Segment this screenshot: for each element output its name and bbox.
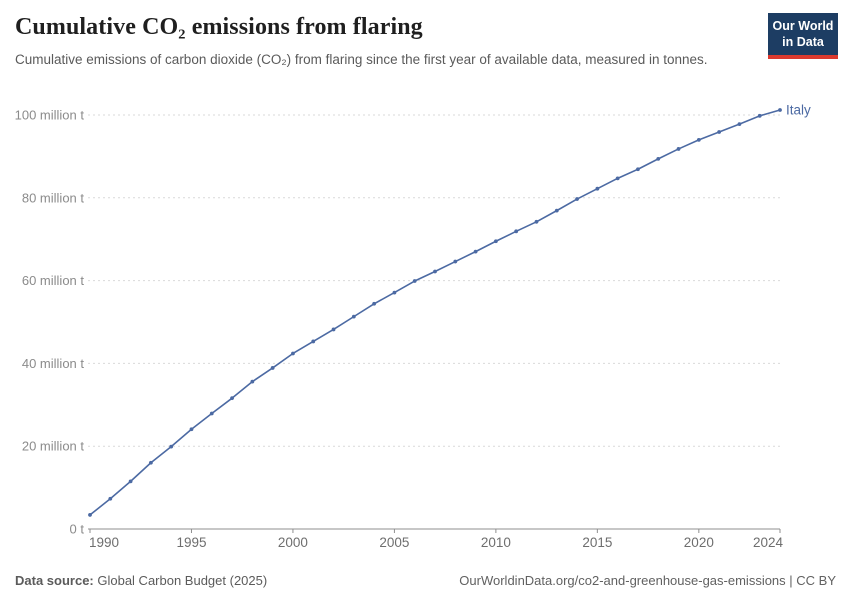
x-axis-tick-label: 2010 <box>481 535 511 550</box>
data-point[interactable] <box>291 351 295 356</box>
data-point[interactable] <box>250 379 255 384</box>
data-point[interactable] <box>514 229 519 234</box>
data-point[interactable] <box>88 513 92 517</box>
owid-logo[interactable]: Our World in Data <box>768 13 838 59</box>
x-axis-tick-label: 2020 <box>684 535 714 550</box>
y-axis-tick-label: 100 million t <box>15 108 85 123</box>
data-point[interactable] <box>778 108 782 112</box>
data-point[interactable] <box>311 339 316 344</box>
data-point[interactable] <box>534 219 539 224</box>
data-point[interactable] <box>108 496 113 501</box>
data-point[interactable] <box>453 259 458 264</box>
data-point[interactable] <box>554 208 559 213</box>
y-axis-tick-label: 80 million t <box>22 190 85 205</box>
data-point[interactable] <box>392 290 397 295</box>
data-point[interactable] <box>737 122 742 127</box>
data-point[interactable] <box>270 366 275 370</box>
chart-header: Cumulative CO₂ emissions from flaring Cu… <box>15 14 750 70</box>
attribution-link[interactable]: OurWorldinData.org/co2-and-greenhouse-ga… <box>459 573 836 588</box>
x-axis-tick-label: 2024 <box>753 535 784 550</box>
x-axis-tick-label: 2000 <box>278 535 308 550</box>
owid-logo-line2: in Data <box>782 35 824 50</box>
data-point[interactable] <box>473 249 478 254</box>
data-point[interactable] <box>372 301 377 306</box>
chart-subtitle: Cumulative emissions of carbon dioxide (… <box>15 52 708 67</box>
data-point[interactable] <box>493 239 498 244</box>
data-point[interactable] <box>433 269 437 274</box>
data-point[interactable] <box>148 460 153 465</box>
line-chart: 0 t 20 million t 40 million t 60 million t 8… <box>15 103 811 550</box>
data-point[interactable] <box>128 479 133 484</box>
series-end-label[interactable]: Italy <box>786 103 811 118</box>
owid-logo-line1: Our World <box>772 19 834 33</box>
data-point[interactable] <box>575 197 579 201</box>
data-point[interactable] <box>331 327 336 332</box>
y-axis-tick-label: 0 t <box>70 522 85 537</box>
data-point[interactable] <box>636 167 640 172</box>
page-title: Cumulative CO₂ emissions from flaring <box>15 14 423 40</box>
data-point[interactable] <box>615 176 620 181</box>
data-point[interactable] <box>412 279 417 283</box>
data-point[interactable] <box>189 427 194 432</box>
series-line[interactable] <box>89 109 781 516</box>
data-point[interactable] <box>230 396 234 401</box>
y-axis-tick-label: 40 million t <box>22 356 85 371</box>
data-point[interactable] <box>209 411 214 416</box>
y-axis-tick-label: 20 million t <box>22 439 85 454</box>
data-point[interactable] <box>696 137 701 142</box>
data-point[interactable] <box>169 444 174 449</box>
x-axis-tick-label: 2005 <box>379 535 409 550</box>
chart-area: 0 t 20 million t 40 million t 60 million t 8… <box>0 95 850 565</box>
x-axis-tick-label: 1995 <box>176 535 206 550</box>
data-point[interactable] <box>717 130 722 134</box>
data-point[interactable] <box>595 186 600 191</box>
data-point[interactable] <box>351 314 356 319</box>
x-axis-tick-label: 1990 <box>89 535 119 550</box>
data-source-value: Global Carbon Budget (2025) <box>93 573 268 588</box>
data-point[interactable] <box>656 156 661 161</box>
data-source-label: Data source: <box>15 573 94 588</box>
x-axis-tick-label: 2015 <box>582 535 612 550</box>
data-point[interactable] <box>757 113 762 118</box>
chart-footer: Data source: Global Carbon Budget (2025)… <box>15 573 836 588</box>
y-axis-tick-label: 60 million t <box>22 273 85 288</box>
data-source: Data source: Global Carbon Budget (2025) <box>15 573 267 588</box>
data-point[interactable] <box>676 147 681 151</box>
